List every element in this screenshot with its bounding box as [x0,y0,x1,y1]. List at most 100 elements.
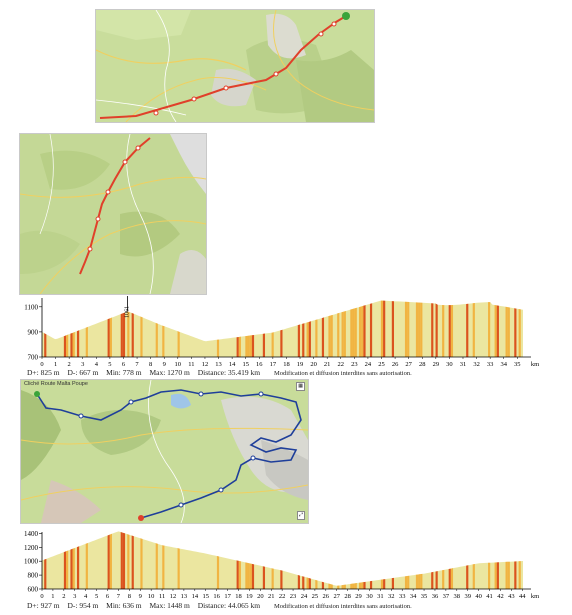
profile-2-x-label: 13 [181,593,188,600]
profile-2-fill-group [42,531,523,589]
profile-2-slope-band [435,571,438,589]
profile-2-x-label: 1 [51,593,54,600]
elevation-profile-2: 1400 1200 1000 800 600 0 1 2 3 4 5 6 7 8 9 10 11 12 13 14 15… [20,530,550,603]
route-map-2[interactable] [19,133,207,295]
route-map-2-canvas [20,134,206,294]
profile-1-slope-band [505,306,508,357]
profile-2-x-label: 34 [410,593,417,600]
profile-1-stats: D+: 825 m D-: 667 m Min: 778 m Max: 1270… [27,368,418,377]
profile-2-x-label: 21 [268,593,275,600]
profile-2-slope-band [238,560,241,589]
profile-2-slope-band [66,550,69,589]
profile-2-x-label: 24 [301,593,308,600]
profile-2-slope-band [343,584,346,589]
profile-2-slope-band [391,577,395,589]
profile-2-slope-band [442,569,445,589]
profile-2-slope-band [383,579,386,589]
profile-2-slope-band [155,543,158,589]
profile-1-slope-band [359,306,362,357]
profile-2-slope-band [354,583,357,589]
profile-2-slope-band [407,575,410,589]
elevation-profile-1: 1100 900 700 0 1 2 3 4 5 6 7 8 9 10 11 12 13 14 15 16 17 18 19… [20,296,550,371]
profile-2-y-label: 600 [28,586,39,594]
profile-1-y-label: 1100 [24,303,38,311]
profile-1-x-label: 35 [514,361,521,368]
profile-1-x-label: 7 [135,361,139,368]
profile-1-x-label: 33 [487,361,494,368]
route-map-3[interactable]: Cliché Route Malta Poupe ▦ ⤢ [20,379,309,524]
profile-1-x-label: 14 [229,361,236,368]
profile-2-x-label: 44 [519,593,526,600]
profile-1-slope-band [72,331,75,357]
profile-1-slope-band [162,325,165,357]
profile-2-slope-band [404,576,408,589]
map-3-fullscreen-icon[interactable]: ⤢ [296,511,305,520]
profile-2-slope-band [236,560,239,589]
profile-2-x-label: 27 [333,593,340,600]
profile-1-slope-band [177,331,180,357]
profile-2-slope-band [120,532,123,589]
profile-1-slope-band [302,323,305,357]
profile-1-slope-band [122,312,126,357]
profile-2-slope-band [302,576,305,589]
profile-2-x-label: 10 [148,593,155,600]
profile-1-x-label: 30 [446,361,453,368]
profile-2-slope-band [337,585,340,589]
profile-2-x-label: 22 [279,593,286,600]
profile-2-slope-band [363,581,366,589]
profile-2-slope-band [315,579,318,589]
profile-2-x-label: 9 [139,593,142,600]
profile-1-slope-band [407,301,410,357]
profile-1-slope-band [44,333,47,357]
profile-2-x-label: 30 [366,593,373,600]
profile-1-slope-band [245,335,248,357]
profile-2-x-label: 2 [62,593,65,600]
profile-2-min: Min: 636 m [106,601,142,610]
profile-2-slope-band [472,563,475,589]
profile-2-slope-band [85,542,88,589]
profile-2-slope-band [44,558,47,589]
profile-2-x-label: km [531,593,539,600]
profile-1-slope-band [450,305,454,357]
profile-1-distance: Distance: 35.419 km [197,368,261,377]
profile-2-slope-band [496,562,499,589]
map-3-layers-icon[interactable]: ▦ [296,382,305,391]
map-3-title: Cliché Route Malta Poupe [24,381,88,387]
profile-2-x-label: 35 [421,593,428,600]
profile-2-x-label: 12 [170,593,177,600]
profile-1-x-label: 21 [324,361,331,368]
profile-1-x-label: 28 [419,361,426,368]
profile-2-x-label: 19 [246,593,253,600]
profile-1-slope-band [70,332,73,357]
profile-2-max: Max: 1448 m [149,601,190,610]
profile-1-slope-band [361,305,364,357]
profile-2-slope-band [494,562,497,589]
profile-1-slope-band [321,317,325,357]
profile-2-x-label: 28 [344,593,351,600]
profile-1-x-label: 23 [351,361,358,368]
profile-1-slope-band [251,334,255,357]
profile-2-x-label: 36 [432,593,439,600]
profile-2-slope-band [109,533,112,589]
profile-2-slope-band [380,579,384,589]
profile-1-slope-band [343,310,346,357]
profile-2-slope-band [369,580,373,589]
route-map-1[interactable] [95,9,375,123]
profile-1-slope-band [415,302,419,357]
profile-1-slope-band [448,305,451,357]
profile-2-slope-band [505,561,508,589]
profile-1-slope-band [518,308,521,357]
profile-2-x-label: 25 [312,593,319,600]
route-map-3-canvas [21,380,308,523]
profile-2-slope-band [448,568,451,589]
profile-2-slope-band [415,574,419,589]
profile-1-x-label: 32 [473,361,480,368]
profile-1-slope-band [297,324,300,357]
profile-1-slope-band [140,316,143,357]
profile-2-x-label: 11 [159,593,165,600]
profile-1-slope-band [271,332,274,357]
profile-2-x-label: 8 [128,593,131,600]
profile-1-slope-band [383,300,386,357]
profile-2-slope-band [507,561,510,589]
